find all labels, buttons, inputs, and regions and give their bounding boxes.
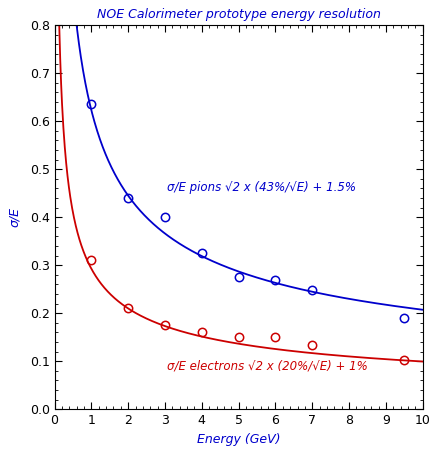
Y-axis label: σ/E: σ/E [8, 207, 21, 227]
Text: σ/E pions √2 x (43%/√E) + 1.5%: σ/E pions √2 x (43%/√E) + 1.5% [166, 181, 355, 194]
Text: σ/E electrons √2 x (20%/√E) + 1%: σ/E electrons √2 x (20%/√E) + 1% [166, 360, 367, 373]
X-axis label: Energy (GeV): Energy (GeV) [196, 433, 280, 446]
Title: NOE Calorimeter prototype energy resolution: NOE Calorimeter prototype energy resolut… [96, 8, 380, 21]
